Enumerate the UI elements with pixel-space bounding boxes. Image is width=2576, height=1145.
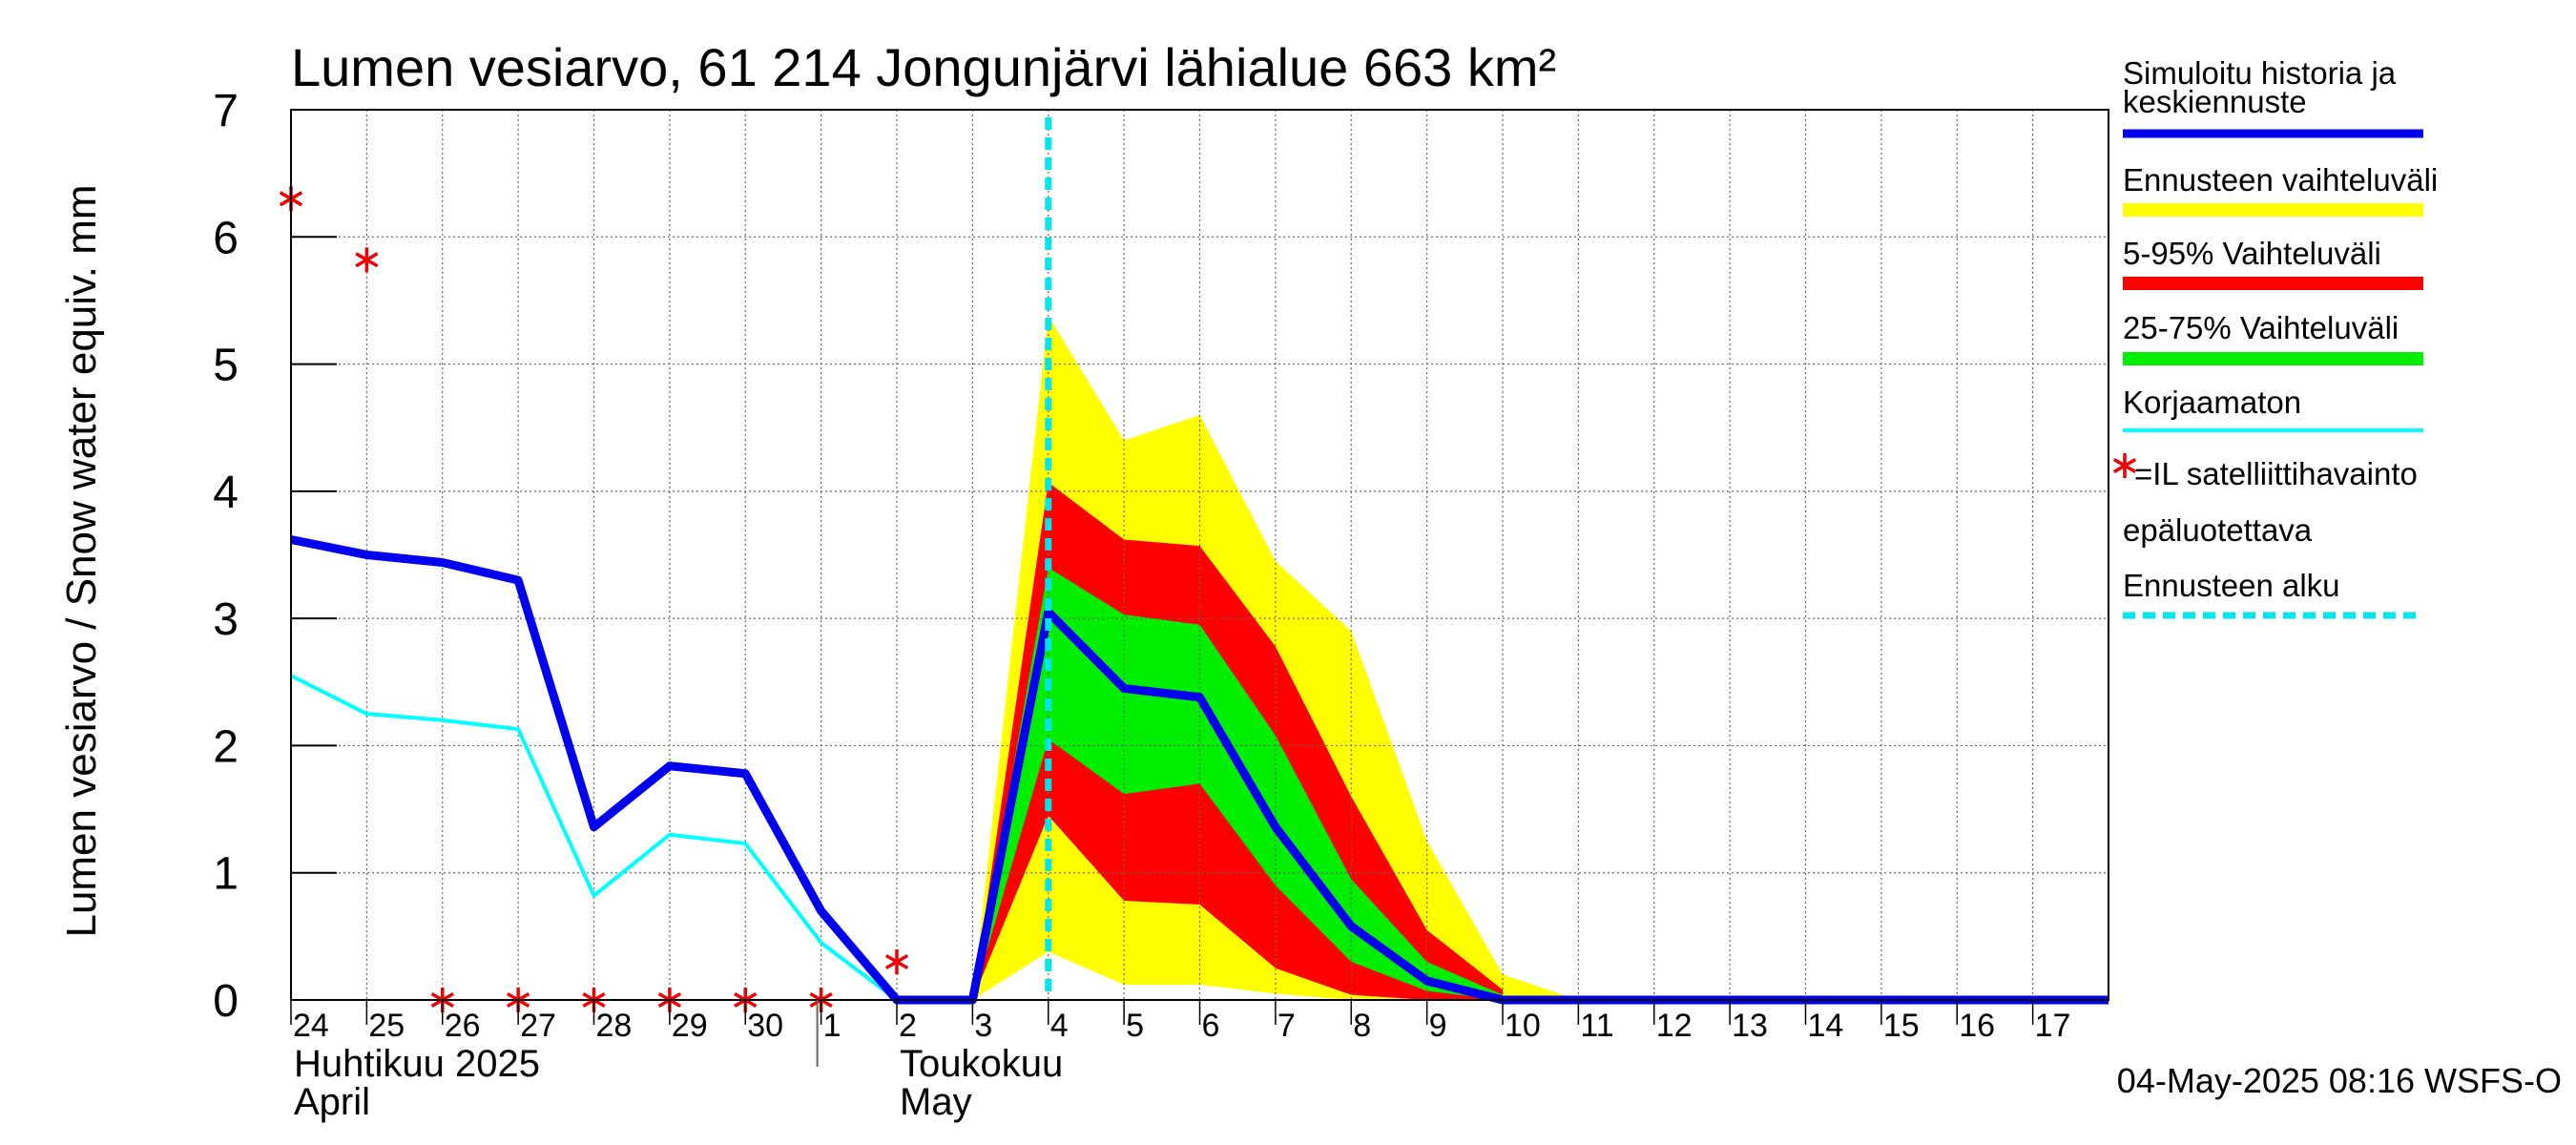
month-label: Toukokuu bbox=[900, 1043, 1063, 1085]
legend-star-icon bbox=[2112, 453, 2137, 478]
chart-title: Lumen vesiarvo, 61 214 Jongunjärvi lähia… bbox=[291, 37, 1556, 97]
x-tick-label: 17 bbox=[2035, 1008, 2071, 1044]
x-tick-label: 11 bbox=[1580, 1008, 1613, 1044]
x-tick-label: 5 bbox=[1126, 1008, 1144, 1044]
y-axis-label: Lumen vesiarvo / Snow water equiv. mm bbox=[58, 184, 105, 937]
x-tick-label: 15 bbox=[1883, 1008, 1920, 1044]
legend-item-forecast-start: Ennusteen alku bbox=[2123, 568, 2423, 619]
x-tick-label: 6 bbox=[1202, 1008, 1220, 1044]
footer-timestamp: 04-May-2025 08:16 WSFS-O bbox=[2117, 1061, 2562, 1100]
x-tick-label: 26 bbox=[445, 1008, 481, 1044]
y-tick-label: 1 bbox=[213, 849, 239, 900]
satellite-observation-marker bbox=[355, 247, 379, 273]
y-tick-label: 0 bbox=[213, 976, 239, 1027]
x-tick-label: 2 bbox=[899, 1008, 917, 1044]
x-tick-label: 27 bbox=[520, 1008, 556, 1044]
x-tick-label: 10 bbox=[1505, 1008, 1541, 1044]
x-tick-label: 24 bbox=[293, 1008, 329, 1044]
x-tick-label: 14 bbox=[1808, 1008, 1844, 1044]
legend-item-uncorrected: Korjaamaton bbox=[2123, 385, 2423, 432]
satellite-star-stroke bbox=[884, 953, 909, 970]
legend-label: =IL satelliittihavainto bbox=[2134, 456, 2418, 491]
month-label-en: May bbox=[900, 1081, 972, 1123]
month-label-en: April bbox=[294, 1081, 370, 1123]
legend-item-range-full: Ennusteen vaihteluväli bbox=[2123, 162, 2438, 217]
uncorrected-line bbox=[290, 674, 899, 1002]
x-tick-label: 8 bbox=[1353, 1008, 1371, 1044]
x-tick-label: 1 bbox=[823, 1008, 841, 1044]
x-tick-label: 12 bbox=[1656, 1008, 1693, 1044]
legend-item-range-5-95: 5-95% Vaihteluväli bbox=[2123, 236, 2423, 290]
x-tick-label: 9 bbox=[1429, 1008, 1447, 1044]
x-tick-label: 28 bbox=[596, 1008, 633, 1044]
y-tick-label: 5 bbox=[213, 341, 239, 391]
y-tick-label: 2 bbox=[213, 721, 239, 772]
legend-label: keskiennuste bbox=[2123, 84, 2307, 119]
x-tick-label: 3 bbox=[974, 1008, 992, 1044]
legend-label: Ennusteen alku bbox=[2123, 568, 2340, 603]
plot-area bbox=[279, 110, 2109, 1012]
x-tick-label: 25 bbox=[368, 1008, 405, 1044]
x-tick-label: 30 bbox=[747, 1008, 783, 1044]
legend-label: Ennusteen vaihteluväli bbox=[2123, 162, 2438, 198]
y-tick-label: 4 bbox=[213, 468, 239, 518]
x-tick-label: 7 bbox=[1278, 1008, 1296, 1044]
legend-item-range-25-75: 25-75% Vaihteluväli bbox=[2123, 310, 2423, 365]
y-tick-label: 6 bbox=[213, 213, 239, 263]
y-tick-label: 3 bbox=[213, 594, 239, 645]
legend-label: 25-75% Vaihteluväli bbox=[2123, 310, 2399, 345]
satellite-star-stroke bbox=[2112, 457, 2137, 474]
legend-label: 5-95% Vaihteluväli bbox=[2123, 236, 2381, 271]
y-tick-label: 7 bbox=[213, 86, 239, 136]
x-tick-label: 16 bbox=[1959, 1008, 1995, 1044]
x-tick-label: 4 bbox=[1050, 1008, 1069, 1044]
satellite-observation-marker bbox=[884, 949, 909, 975]
satellite-star-stroke bbox=[355, 252, 379, 268]
band-range-25-75 bbox=[972, 567, 1503, 1000]
month-label: Huhtikuu 2025 bbox=[294, 1043, 540, 1085]
x-tick-label: 29 bbox=[672, 1008, 708, 1044]
legend-label: Simuloitu historia ja bbox=[2123, 55, 2397, 91]
legend-label: epäluotettava bbox=[2123, 512, 2313, 548]
x-tick-label: 13 bbox=[1732, 1008, 1768, 1044]
legend-label: Korjaamaton bbox=[2123, 385, 2301, 420]
grid bbox=[291, 110, 2109, 1000]
legend-item-satellite: =IL satelliittihavainto epäluotettava bbox=[2112, 453, 2418, 548]
